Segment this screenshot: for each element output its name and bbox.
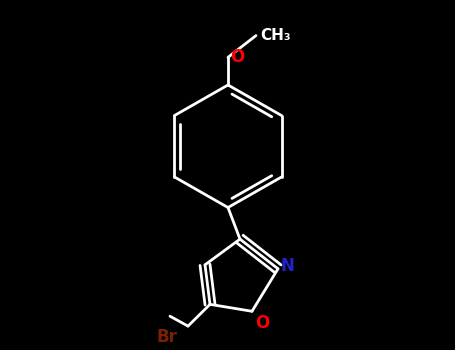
Text: O: O xyxy=(255,314,269,332)
Text: N: N xyxy=(281,257,295,275)
Text: O: O xyxy=(230,48,244,66)
Text: CH₃: CH₃ xyxy=(260,28,291,43)
Text: Br: Br xyxy=(157,328,177,346)
